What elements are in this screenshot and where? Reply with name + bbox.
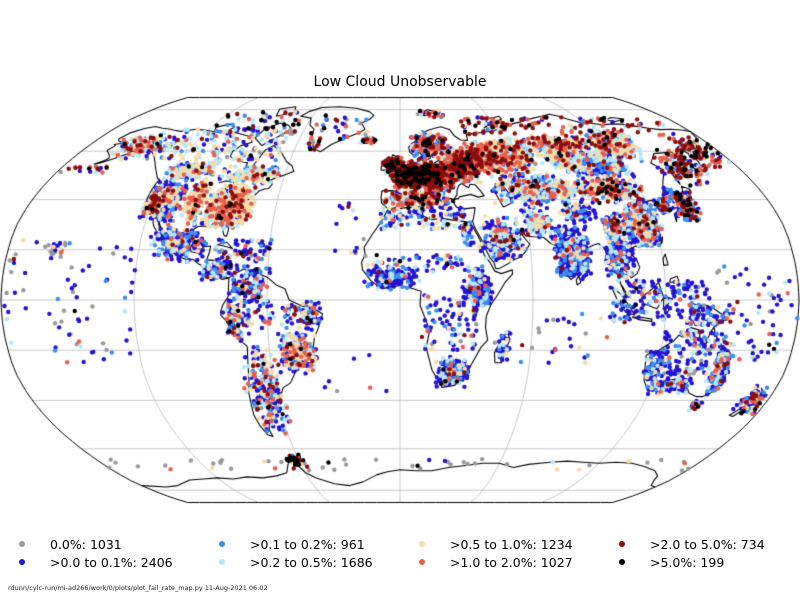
legend-item: 0.0%: 1031 [19, 536, 122, 552]
legend-item: >5.0%: 199 [619, 554, 724, 570]
legend-marker-moccasin [419, 541, 425, 547]
legend-item: >2.0 to 5.0%: 734 [619, 536, 765, 552]
legend-marker-blue [19, 559, 25, 565]
legend-item: >0.0 to 0.1%: 2406 [19, 554, 173, 570]
legend-marker-gray [19, 541, 25, 547]
legend-item: >0.2 to 0.5%: 1686 [219, 554, 373, 570]
legend-marker-red [419, 559, 425, 565]
legend-marker-dodgerblue [219, 541, 225, 547]
legend-marker-darkred [619, 541, 625, 547]
legend-item: >1.0 to 2.0%: 1027 [419, 554, 573, 570]
chart-title: Low Cloud Unobservable [313, 74, 487, 90]
legend-item: >0.5 to 1.0%: 1234 [419, 536, 573, 552]
source-path-text: rdunn/cylc-run/mi-ad266/work/0/plots/plo… [8, 584, 268, 592]
legend-item: >0.1 to 0.2%: 961 [219, 536, 365, 552]
legend-marker-paleturquoise [219, 559, 225, 565]
legend-marker-black [619, 559, 625, 565]
